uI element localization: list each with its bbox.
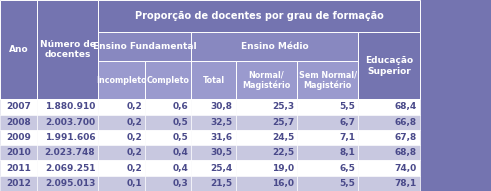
Text: 0,6: 0,6: [173, 102, 189, 112]
FancyBboxPatch shape: [236, 99, 297, 115]
FancyBboxPatch shape: [191, 32, 358, 61]
FancyBboxPatch shape: [98, 61, 145, 99]
FancyBboxPatch shape: [358, 115, 420, 130]
FancyBboxPatch shape: [297, 176, 358, 191]
FancyBboxPatch shape: [37, 145, 98, 160]
Text: Educação
Superior: Educação Superior: [365, 56, 413, 76]
FancyBboxPatch shape: [297, 130, 358, 145]
Text: Ensino Fundamental: Ensino Fundamental: [93, 42, 197, 51]
Text: 0,5: 0,5: [173, 118, 189, 127]
Text: 0,2: 0,2: [126, 148, 142, 157]
FancyBboxPatch shape: [236, 115, 297, 130]
Text: 24,5: 24,5: [272, 133, 294, 142]
FancyBboxPatch shape: [191, 99, 236, 115]
FancyBboxPatch shape: [98, 130, 145, 145]
Text: 25,7: 25,7: [272, 118, 294, 127]
Text: 5,5: 5,5: [340, 179, 355, 188]
FancyBboxPatch shape: [37, 176, 98, 191]
Text: 2009: 2009: [6, 133, 31, 142]
Text: 0,3: 0,3: [173, 179, 189, 188]
Text: Ensino Médio: Ensino Médio: [241, 42, 309, 51]
FancyBboxPatch shape: [297, 99, 358, 115]
Text: 19,0: 19,0: [272, 163, 294, 173]
FancyBboxPatch shape: [37, 0, 98, 99]
Text: 68,4: 68,4: [395, 102, 417, 112]
Text: 2.069.251: 2.069.251: [45, 163, 95, 173]
Text: 0,2: 0,2: [126, 133, 142, 142]
Text: 2008: 2008: [6, 118, 31, 127]
FancyBboxPatch shape: [145, 115, 191, 130]
Text: 2.023.748: 2.023.748: [45, 148, 95, 157]
FancyBboxPatch shape: [145, 130, 191, 145]
FancyBboxPatch shape: [98, 176, 145, 191]
FancyBboxPatch shape: [98, 99, 145, 115]
FancyBboxPatch shape: [0, 160, 37, 176]
FancyBboxPatch shape: [191, 160, 236, 176]
Text: 22,5: 22,5: [272, 148, 294, 157]
FancyBboxPatch shape: [191, 145, 236, 160]
FancyBboxPatch shape: [145, 145, 191, 160]
FancyBboxPatch shape: [37, 130, 98, 145]
Text: 0,2: 0,2: [126, 102, 142, 112]
Text: 7,1: 7,1: [339, 133, 355, 142]
Text: 74,0: 74,0: [395, 163, 417, 173]
Text: 78,1: 78,1: [395, 179, 417, 188]
FancyBboxPatch shape: [358, 160, 420, 176]
Text: Proporção de docentes por grau de formação: Proporção de docentes por grau de formaç…: [135, 11, 383, 21]
Text: 2.095.013: 2.095.013: [45, 179, 95, 188]
Text: Total: Total: [202, 76, 225, 85]
FancyBboxPatch shape: [98, 0, 420, 32]
Text: 67,8: 67,8: [395, 133, 417, 142]
Text: 1.991.606: 1.991.606: [45, 133, 95, 142]
FancyBboxPatch shape: [358, 32, 420, 99]
Text: 66,8: 66,8: [395, 118, 417, 127]
FancyBboxPatch shape: [37, 99, 98, 115]
FancyBboxPatch shape: [358, 130, 420, 145]
FancyBboxPatch shape: [236, 130, 297, 145]
Text: 2.003.700: 2.003.700: [45, 118, 95, 127]
FancyBboxPatch shape: [297, 145, 358, 160]
FancyBboxPatch shape: [145, 61, 191, 99]
FancyBboxPatch shape: [37, 160, 98, 176]
Text: Número de
docentes: Número de docentes: [40, 40, 95, 59]
Text: 0,5: 0,5: [173, 133, 189, 142]
FancyBboxPatch shape: [98, 160, 145, 176]
FancyBboxPatch shape: [236, 176, 297, 191]
Text: 0,2: 0,2: [126, 163, 142, 173]
Text: 1.880.910: 1.880.910: [45, 102, 95, 112]
Text: 0,2: 0,2: [126, 118, 142, 127]
FancyBboxPatch shape: [0, 115, 37, 130]
Text: 5,5: 5,5: [340, 102, 355, 112]
FancyBboxPatch shape: [0, 145, 37, 160]
FancyBboxPatch shape: [37, 115, 98, 130]
Text: 30,5: 30,5: [211, 148, 233, 157]
FancyBboxPatch shape: [236, 160, 297, 176]
Text: 0,4: 0,4: [173, 148, 189, 157]
FancyBboxPatch shape: [0, 130, 37, 145]
FancyBboxPatch shape: [98, 115, 145, 130]
Text: 25,4: 25,4: [211, 163, 233, 173]
FancyBboxPatch shape: [297, 160, 358, 176]
Text: 2010: 2010: [6, 148, 31, 157]
Text: 25,3: 25,3: [272, 102, 294, 112]
Text: 0,1: 0,1: [126, 179, 142, 188]
FancyBboxPatch shape: [358, 99, 420, 115]
FancyBboxPatch shape: [191, 61, 236, 99]
FancyBboxPatch shape: [236, 61, 297, 99]
FancyBboxPatch shape: [297, 61, 358, 99]
Text: 2007: 2007: [6, 102, 31, 112]
Text: 30,8: 30,8: [211, 102, 233, 112]
FancyBboxPatch shape: [98, 32, 191, 61]
FancyBboxPatch shape: [0, 0, 37, 99]
Text: Normal/
Magistério: Normal/ Magistério: [242, 70, 291, 90]
Text: 68,8: 68,8: [395, 148, 417, 157]
FancyBboxPatch shape: [0, 99, 37, 115]
Text: 16,0: 16,0: [272, 179, 294, 188]
Text: Ano: Ano: [9, 45, 28, 54]
Text: Sem Normal/
Magistério: Sem Normal/ Magistério: [299, 70, 357, 90]
Text: 2012: 2012: [6, 179, 31, 188]
Text: 21,5: 21,5: [211, 179, 233, 188]
FancyBboxPatch shape: [0, 176, 37, 191]
FancyBboxPatch shape: [145, 176, 191, 191]
